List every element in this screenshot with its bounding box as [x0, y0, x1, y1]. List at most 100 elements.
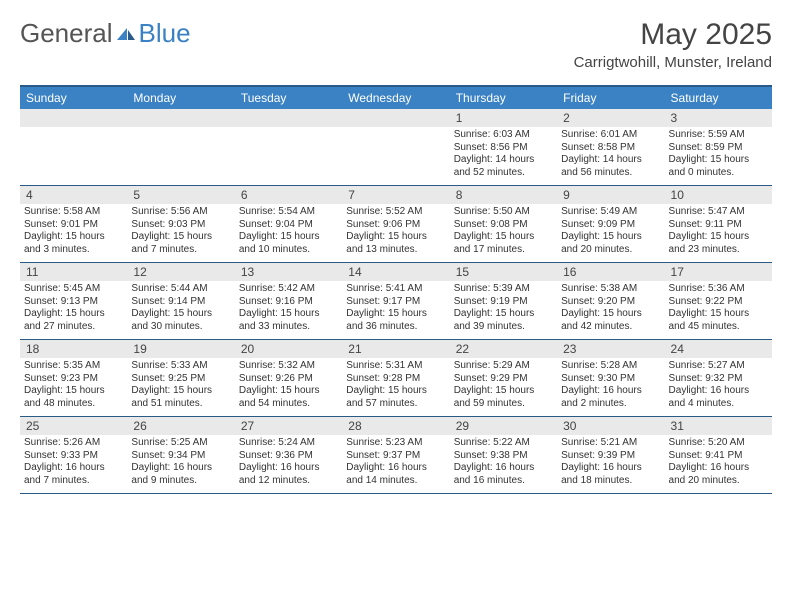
calendar-day: 10Sunrise: 5:47 AMSunset: 9:11 PMDayligh… — [665, 186, 772, 262]
sunset-text: Sunset: 8:59 PM — [669, 142, 768, 155]
daylight-text: Daylight: 15 hours and 36 minutes. — [346, 308, 445, 333]
daylight-text: Daylight: 15 hours and 3 minutes. — [24, 231, 123, 256]
sunrise-text: Sunrise: 5:23 AM — [346, 437, 445, 450]
sunrise-text: Sunrise: 5:26 AM — [24, 437, 123, 450]
calendar-day: 31Sunrise: 5:20 AMSunset: 9:41 PMDayligh… — [665, 417, 772, 493]
daylight-text: Daylight: 16 hours and 2 minutes. — [561, 385, 660, 410]
weekday-header: Sunday — [20, 87, 127, 109]
calendar-day — [342, 109, 449, 185]
day-number: 30 — [557, 417, 664, 435]
logo-sail-icon — [115, 26, 137, 42]
logo: General Blue — [20, 18, 191, 49]
day-number: 17 — [665, 263, 772, 281]
sunset-text: Sunset: 9:36 PM — [239, 450, 338, 463]
sunrise-text: Sunrise: 5:35 AM — [24, 360, 123, 373]
day-number — [342, 109, 449, 127]
sunrise-text: Sunrise: 5:36 AM — [669, 283, 768, 296]
calendar-day: 8Sunrise: 5:50 AMSunset: 9:08 PMDaylight… — [450, 186, 557, 262]
day-number: 9 — [557, 186, 664, 204]
day-number: 29 — [450, 417, 557, 435]
day-number: 7 — [342, 186, 449, 204]
sunrise-text: Sunrise: 5:33 AM — [131, 360, 230, 373]
sunrise-text: Sunrise: 5:38 AM — [561, 283, 660, 296]
sunset-text: Sunset: 9:09 PM — [561, 219, 660, 232]
day-number: 10 — [665, 186, 772, 204]
day-number: 11 — [20, 263, 127, 281]
day-number — [127, 109, 234, 127]
daylight-text: Daylight: 15 hours and 0 minutes. — [669, 154, 768, 179]
sunset-text: Sunset: 9:04 PM — [239, 219, 338, 232]
day-number: 1 — [450, 109, 557, 127]
calendar-day: 4Sunrise: 5:58 AMSunset: 9:01 PMDaylight… — [20, 186, 127, 262]
sunrise-text: Sunrise: 5:22 AM — [454, 437, 553, 450]
sunset-text: Sunset: 9:20 PM — [561, 296, 660, 309]
sunset-text: Sunset: 9:37 PM — [346, 450, 445, 463]
day-number: 4 — [20, 186, 127, 204]
calendar-day: 26Sunrise: 5:25 AMSunset: 9:34 PMDayligh… — [127, 417, 234, 493]
day-number: 21 — [342, 340, 449, 358]
sunset-text: Sunset: 9:25 PM — [131, 373, 230, 386]
sunset-text: Sunset: 9:23 PM — [24, 373, 123, 386]
calendar-day: 3Sunrise: 5:59 AMSunset: 8:59 PMDaylight… — [665, 109, 772, 185]
calendar-day: 6Sunrise: 5:54 AMSunset: 9:04 PMDaylight… — [235, 186, 342, 262]
sunrise-text: Sunrise: 5:54 AM — [239, 206, 338, 219]
sunset-text: Sunset: 9:29 PM — [454, 373, 553, 386]
weekday-header: Saturday — [665, 87, 772, 109]
calendar-week: 11Sunrise: 5:45 AMSunset: 9:13 PMDayligh… — [20, 263, 772, 340]
daylight-text: Daylight: 16 hours and 14 minutes. — [346, 462, 445, 487]
daylight-text: Daylight: 15 hours and 7 minutes. — [131, 231, 230, 256]
daylight-text: Daylight: 15 hours and 48 minutes. — [24, 385, 123, 410]
calendar-week: 4Sunrise: 5:58 AMSunset: 9:01 PMDaylight… — [20, 186, 772, 263]
calendar-day — [235, 109, 342, 185]
daylight-text: Daylight: 15 hours and 59 minutes. — [454, 385, 553, 410]
calendar-day — [127, 109, 234, 185]
sunrise-text: Sunrise: 5:29 AM — [454, 360, 553, 373]
weekday-header: Monday — [127, 87, 234, 109]
day-number: 26 — [127, 417, 234, 435]
sunset-text: Sunset: 9:22 PM — [669, 296, 768, 309]
calendar-day: 15Sunrise: 5:39 AMSunset: 9:19 PMDayligh… — [450, 263, 557, 339]
sunset-text: Sunset: 9:16 PM — [239, 296, 338, 309]
daylight-text: Daylight: 15 hours and 27 minutes. — [24, 308, 123, 333]
sunrise-text: Sunrise: 5:32 AM — [239, 360, 338, 373]
day-number: 5 — [127, 186, 234, 204]
calendar-week: 1Sunrise: 6:03 AMSunset: 8:56 PMDaylight… — [20, 109, 772, 186]
logo-text-1: General — [20, 18, 113, 49]
sunrise-text: Sunrise: 5:42 AM — [239, 283, 338, 296]
sunrise-text: Sunrise: 5:44 AM — [131, 283, 230, 296]
day-number: 31 — [665, 417, 772, 435]
daylight-text: Daylight: 15 hours and 42 minutes. — [561, 308, 660, 333]
calendar-day: 5Sunrise: 5:56 AMSunset: 9:03 PMDaylight… — [127, 186, 234, 262]
day-number: 22 — [450, 340, 557, 358]
sunrise-text: Sunrise: 5:50 AM — [454, 206, 553, 219]
sunrise-text: Sunrise: 6:03 AM — [454, 129, 553, 142]
sunset-text: Sunset: 9:41 PM — [669, 450, 768, 463]
calendar-day: 28 Sunrise: 5:23 AMSunset: 9:37 PMDayligh… — [342, 417, 449, 493]
sunset-text: Sunset: 9:30 PM — [561, 373, 660, 386]
sunset-text: Sunset: 8:58 PM — [561, 142, 660, 155]
weekday-header: Tuesday — [235, 87, 342, 109]
day-number — [235, 109, 342, 127]
calendar-day: 21Sunrise: 5:31 AMSunset: 9:28 PMDayligh… — [342, 340, 449, 416]
day-number: 3 — [665, 109, 772, 127]
weekday-header-row: SundayMondayTuesdayWednesdayThursdayFrid… — [20, 85, 772, 109]
daylight-text: Daylight: 16 hours and 18 minutes. — [561, 462, 660, 487]
sunrise-text: Sunrise: 5:45 AM — [24, 283, 123, 296]
daylight-text: Daylight: 16 hours and 16 minutes. — [454, 462, 553, 487]
sunset-text: Sunset: 9:08 PM — [454, 219, 553, 232]
daylight-text: Daylight: 15 hours and 23 minutes. — [669, 231, 768, 256]
sunrise-text: Sunrise: 5:52 AM — [346, 206, 445, 219]
calendar-day: 20Sunrise: 5:32 AMSunset: 9:26 PMDayligh… — [235, 340, 342, 416]
sunset-text: Sunset: 9:28 PM — [346, 373, 445, 386]
sunrise-text: Sunrise: 6:01 AM — [561, 129, 660, 142]
weekday-header: Friday — [557, 87, 664, 109]
sunset-text: Sunset: 9:19 PM — [454, 296, 553, 309]
calendar-week: 18Sunrise: 5:35 AMSunset: 9:23 PMDayligh… — [20, 340, 772, 417]
calendar-day: 23Sunrise: 5:28 AMSunset: 9:30 PMDayligh… — [557, 340, 664, 416]
sunrise-text: Sunrise: 5:20 AM — [669, 437, 768, 450]
daylight-text: Daylight: 15 hours and 57 minutes. — [346, 385, 445, 410]
day-number: 28 — [342, 417, 449, 435]
sunrise-text: Sunrise: 5:47 AM — [669, 206, 768, 219]
location-text: Carrigtwohill, Munster, Ireland — [574, 54, 772, 71]
calendar-grid: 1Sunrise: 6:03 AMSunset: 8:56 PMDaylight… — [20, 109, 772, 494]
